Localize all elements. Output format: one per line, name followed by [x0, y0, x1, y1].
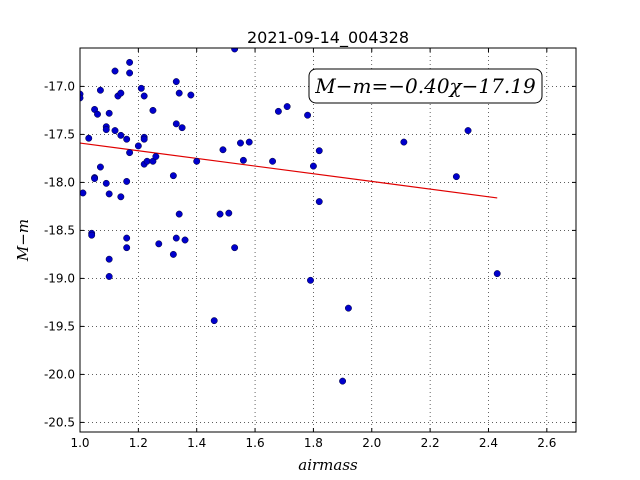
data-point: [344, 304, 352, 312]
grid: [79, 48, 576, 432]
data-point: [152, 153, 160, 160]
data-point: [219, 146, 227, 154]
y-tick-label: -18.0: [44, 175, 75, 189]
data-point: [105, 109, 113, 117]
x-tick-label: 1.2: [129, 436, 148, 450]
data-point: [304, 111, 312, 119]
data-point: [102, 126, 110, 134]
x-tick-label: 1.4: [187, 436, 206, 450]
equation-box: M−m=−0.40χ−17.19: [308, 68, 543, 104]
y-axis-ticks: -17.0 -17.5 -18.0 -18.5 -19.0 -19.5 -20.0 -20.5: [44, 79, 576, 429]
y-tick-label: -20.5: [44, 415, 75, 429]
data-point: [126, 58, 134, 66]
data-point: [493, 270, 501, 278]
x-tick-label: 2.6: [537, 436, 556, 450]
data-point: [123, 177, 131, 185]
data-point: [140, 135, 148, 143]
data-point: [111, 67, 119, 75]
data-point: [105, 190, 113, 198]
data-point: [315, 147, 323, 155]
data-point: [245, 138, 253, 146]
data-point: [105, 255, 113, 263]
data-point: [117, 89, 125, 97]
x-tick-label: 2.0: [362, 436, 381, 450]
data-point: [178, 124, 186, 132]
y-tick-label: -17.5: [44, 127, 75, 141]
x-tick-label: 2.4: [479, 436, 498, 450]
data-point: [91, 175, 99, 183]
data-point: [155, 240, 163, 248]
x-tick-label: 2.2: [421, 436, 440, 450]
data-point: [216, 210, 224, 218]
data-point: [231, 48, 239, 53]
data-point: [169, 172, 177, 180]
data-point: [88, 231, 96, 239]
x-tick-label: 1.8: [304, 436, 323, 450]
data-point: [85, 134, 93, 142]
x-tick-label: 1.6: [246, 436, 265, 450]
data-point: [464, 127, 472, 135]
y-tick-label: -19.5: [44, 319, 75, 333]
data-point: [140, 92, 148, 100]
axes-frame: [79, 47, 577, 433]
data-point: [111, 127, 119, 135]
data-point: [175, 89, 183, 97]
data-point: [309, 162, 317, 170]
data-point: [117, 131, 125, 139]
plot-area: [80, 48, 501, 385]
data-point: [339, 377, 347, 385]
data-point: [210, 317, 218, 325]
data-point: [172, 234, 180, 242]
y-tick-label: -18.5: [44, 223, 75, 237]
data-point: [237, 139, 244, 147]
data-point: [172, 120, 180, 128]
data-point: [239, 156, 247, 164]
data-point: [96, 163, 104, 171]
data-point: [123, 234, 131, 242]
data-point: [126, 69, 134, 77]
data-point: [187, 91, 195, 99]
data-point: [96, 86, 104, 94]
data-point: [315, 198, 323, 206]
data-point: [137, 84, 145, 92]
data-point: [283, 103, 291, 111]
chart-title: 2021-09-14_004328: [247, 28, 409, 48]
y-tick-label: -20.0: [44, 367, 75, 381]
data-point: [123, 244, 131, 252]
data-point: [105, 273, 113, 280]
data-point: [94, 110, 101, 118]
data-point: [143, 157, 151, 165]
equation-text: M−m=−0.40χ−17.19: [314, 74, 536, 98]
data-point: [307, 276, 314, 284]
x-tick-label: 1.0: [70, 436, 89, 450]
x-axis-ticks: 1.0 1.2 1.4 1.6 1.8 2.0 2.2 2.4 2.6: [70, 48, 556, 450]
data-point: [149, 106, 157, 114]
data-points: [80, 48, 501, 385]
x-axis-label: airmass: [298, 456, 358, 474]
data-point: [269, 157, 277, 165]
data-point: [172, 78, 180, 86]
data-point: [175, 210, 183, 218]
data-point: [225, 209, 233, 217]
fit-line: [80, 142, 498, 199]
data-point: [193, 157, 201, 165]
data-point: [102, 179, 110, 187]
data-point: [169, 250, 177, 258]
data-point: [231, 244, 239, 252]
y-tick-label: -19.0: [44, 271, 75, 285]
data-point: [80, 189, 87, 197]
y-axis-label: M−m: [14, 219, 32, 262]
data-point: [452, 173, 460, 181]
data-point: [117, 193, 125, 201]
data-point: [274, 107, 282, 115]
data-point: [134, 142, 142, 150]
data-point: [400, 138, 408, 146]
data-point: [123, 135, 131, 143]
data-point: [126, 149, 134, 157]
data-point: [181, 236, 189, 244]
y-tick-label: -17.0: [44, 79, 75, 93]
